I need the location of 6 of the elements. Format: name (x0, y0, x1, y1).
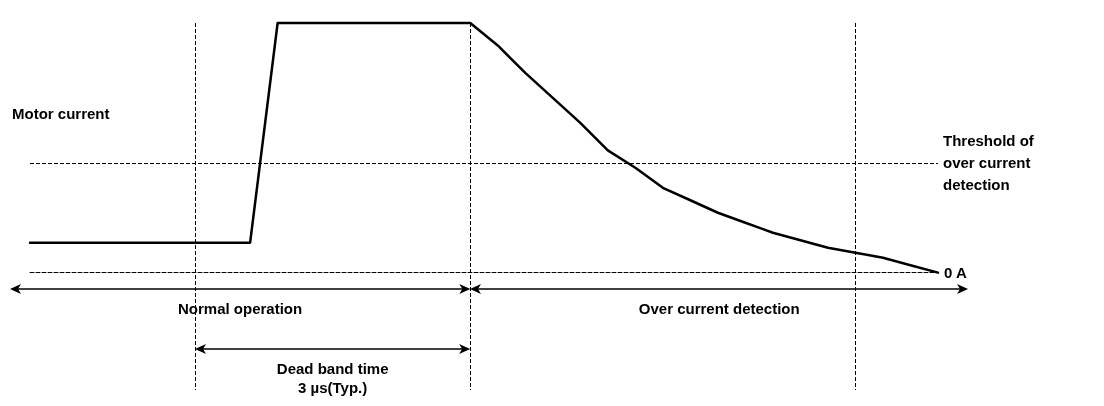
y-axis-title: Motor current (12, 105, 110, 122)
text: Over current detection (638, 298, 800, 318)
text: Normal operation (177, 298, 303, 318)
text: 0 A (944, 262, 967, 282)
ref-line-label: Threshold of over current detection (943, 132, 1038, 194)
text: Dead band time 3 µs(Typ.) (275, 358, 390, 397)
